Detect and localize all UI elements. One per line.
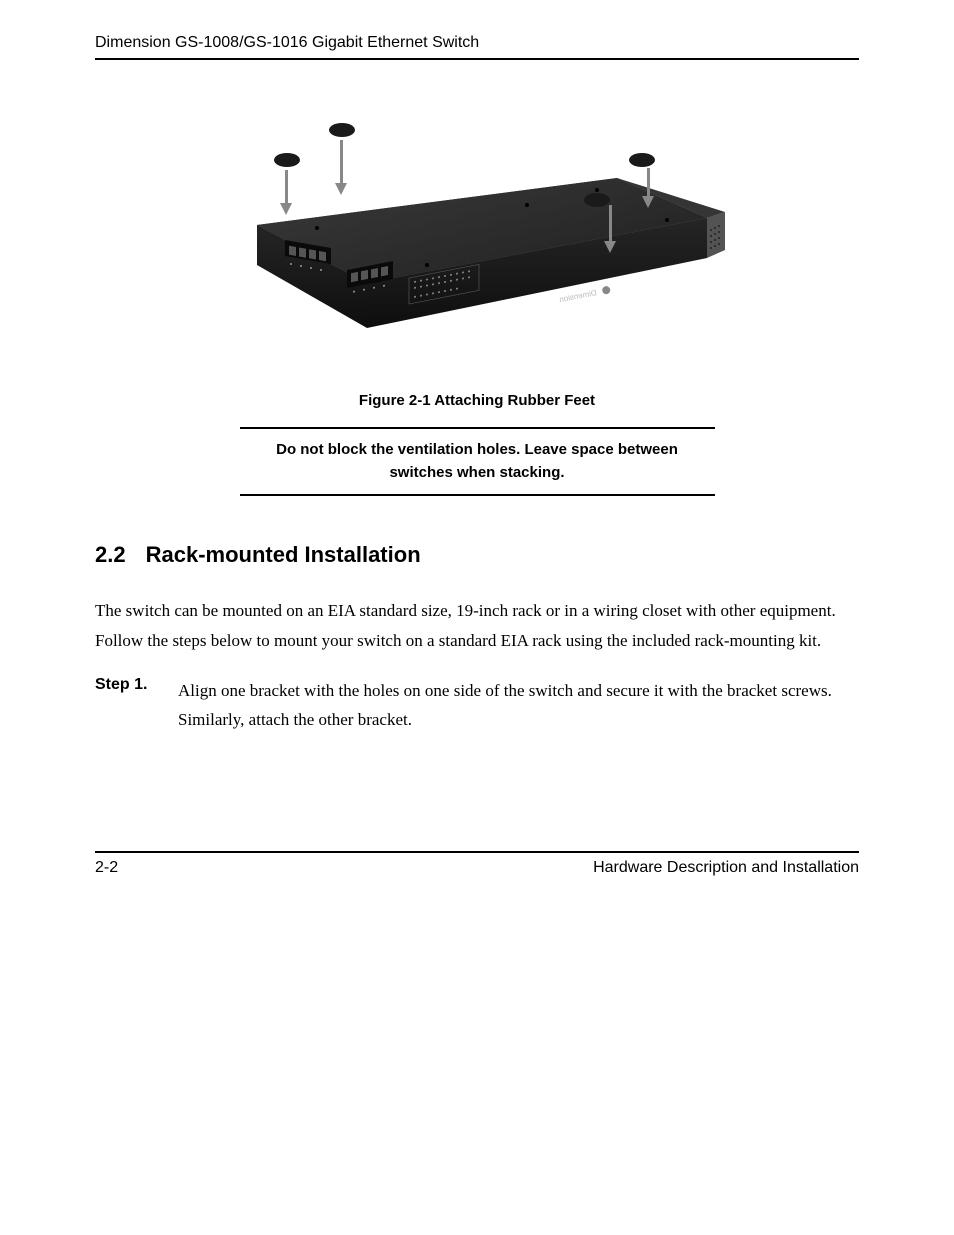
device-illustration: ZyXEL Dimension — [227, 100, 727, 360]
section-paragraph: The switch can be mounted on an EIA stan… — [95, 596, 859, 656]
figure-container: ZyXEL Dimension — [95, 100, 859, 360]
figure-caption: Figure 2-1 Attaching Rubber Feet — [95, 392, 859, 409]
step-label: Step 1. — [95, 676, 160, 736]
section-title: Rack-mounted Installation — [146, 542, 421, 568]
brand-text-bottom: Dimension — [559, 288, 598, 304]
footer-chapter-title: Hardware Description and Installation — [593, 859, 859, 877]
page-header: Dimension GS-1008/GS-1016 Gigabit Ethern… — [95, 34, 859, 60]
section-heading: 2.2 Rack-mounted Installation — [95, 542, 859, 568]
step-text: Align one bracket with the holes on one … — [178, 676, 859, 736]
ventilation-warning-callout: Do not block the ventilation holes. Leav… — [240, 427, 715, 496]
section-number: 2.2 — [95, 542, 126, 568]
footer-page-number: 2-2 — [95, 859, 118, 877]
page-footer: 2-2 Hardware Description and Installatio… — [95, 851, 859, 877]
switch-device-svg: ZyXEL Dimension — [227, 100, 727, 360]
step-row: Step 1. Align one bracket with the holes… — [95, 676, 859, 736]
